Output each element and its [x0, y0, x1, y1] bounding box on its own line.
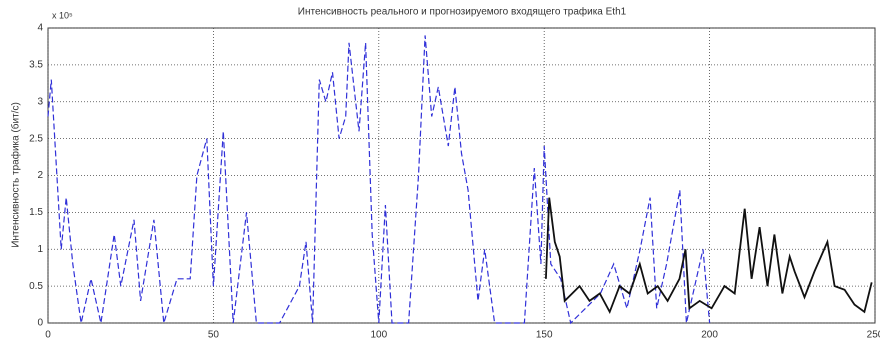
chart-title: Интенсивность реального и прогнозируемог…	[298, 6, 627, 18]
y-tick-label: 3	[37, 96, 43, 107]
y-multiplier: x 10⁵	[52, 10, 73, 20]
x-tick-label: 50	[208, 330, 220, 341]
y-axis-label: Интенсивность трафика (бит/с)	[10, 102, 22, 248]
y-tick-label: 0.5	[29, 281, 43, 292]
y-tick-label: 0	[37, 318, 43, 329]
x-tick-label: 100	[370, 330, 387, 341]
y-tick-label: 2	[37, 170, 43, 181]
y-tick-label: 1.5	[29, 207, 43, 218]
x-tick-label: 250	[867, 330, 880, 341]
x-tick-label: 150	[536, 330, 553, 341]
x-tick-label: 0	[45, 330, 51, 341]
x-tick-label: 200	[701, 330, 718, 341]
y-tick-label: 2.5	[29, 133, 43, 144]
y-tick-label: 3.5	[29, 60, 43, 71]
y-tick-label: 1	[37, 244, 43, 255]
data-line	[545, 197, 873, 315]
y-tick-label: 4	[37, 23, 43, 34]
data-line	[47, 35, 711, 325]
